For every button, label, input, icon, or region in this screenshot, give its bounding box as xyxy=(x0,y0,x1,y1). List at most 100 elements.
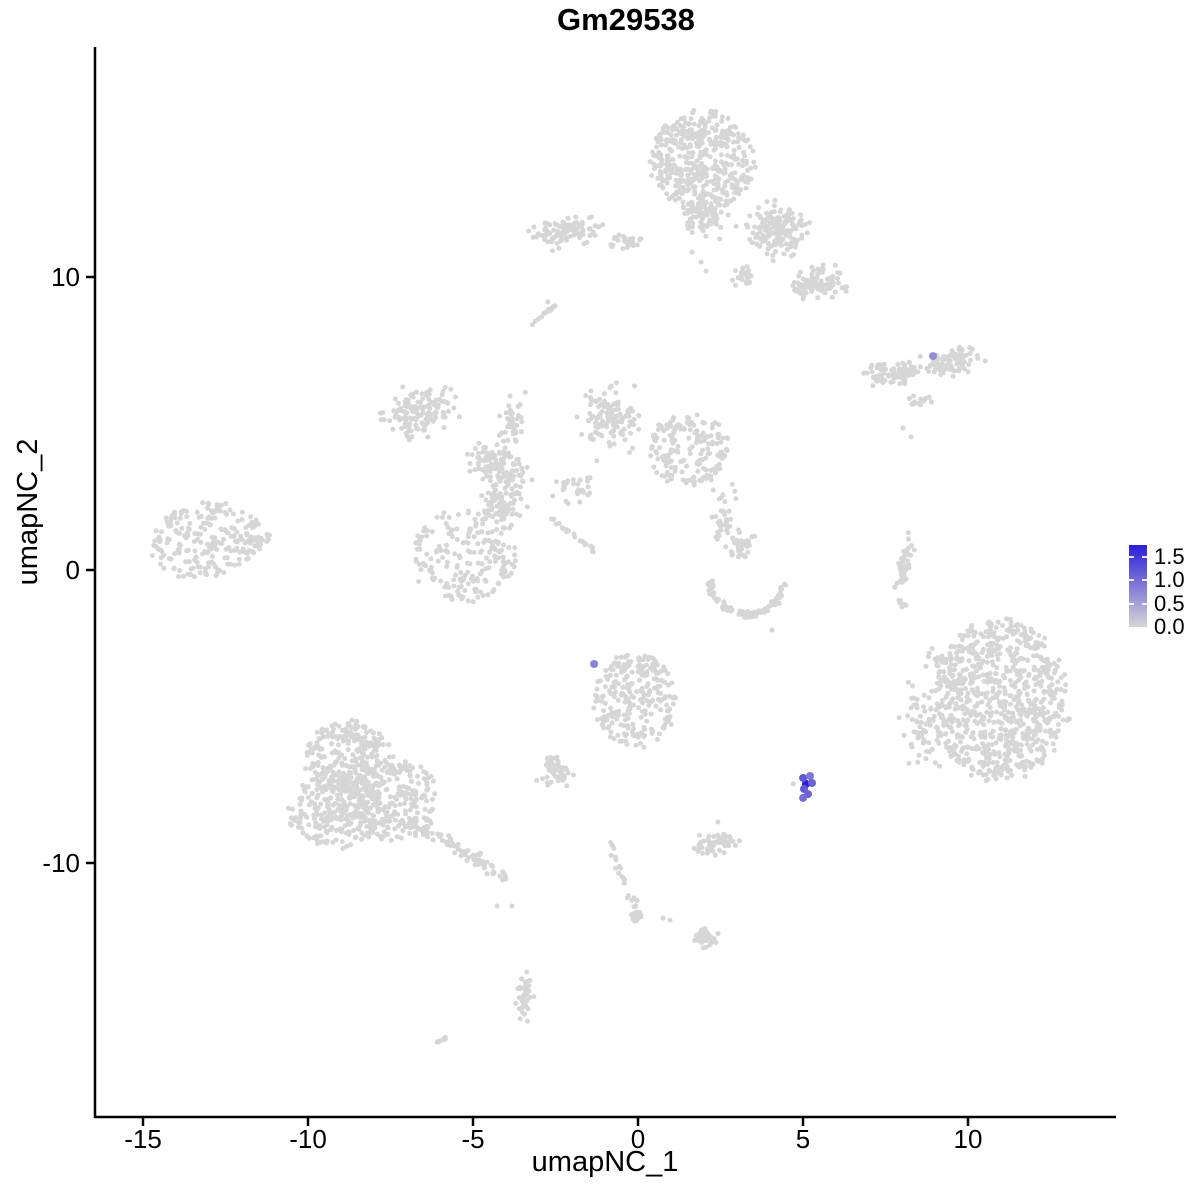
cell-point xyxy=(402,800,408,806)
cell-point xyxy=(989,659,995,665)
cell-point xyxy=(994,652,1000,658)
cell-point xyxy=(673,177,679,183)
cell-point xyxy=(708,204,714,210)
cell-point xyxy=(629,669,635,675)
cell-point xyxy=(712,420,718,426)
cell-point xyxy=(305,794,311,800)
cell-point xyxy=(206,514,212,520)
cell-point xyxy=(419,391,425,397)
cell-point xyxy=(647,688,653,694)
cell-point xyxy=(496,469,502,475)
cell-point xyxy=(896,715,902,721)
cell-point xyxy=(413,815,419,821)
cell-point xyxy=(185,533,191,539)
x-tick-label: -15 xyxy=(124,1124,162,1154)
cell-point xyxy=(897,579,903,585)
cell-point xyxy=(507,500,513,506)
cell-point xyxy=(494,503,500,509)
cell-point xyxy=(556,521,562,526)
cell-point xyxy=(658,170,664,176)
cell-point xyxy=(661,453,667,459)
cell-point xyxy=(746,268,752,274)
cell-point xyxy=(494,527,500,532)
cell-point xyxy=(1056,722,1061,727)
cell-point xyxy=(487,549,492,555)
cell-point xyxy=(554,240,560,246)
cell-point xyxy=(611,736,617,742)
cell-point xyxy=(1025,641,1031,647)
cell-point xyxy=(441,510,447,516)
cell-point xyxy=(1006,750,1012,756)
cell-point xyxy=(529,477,535,483)
cell-point xyxy=(908,741,914,747)
cell-point xyxy=(455,588,461,594)
cell-point xyxy=(1017,671,1023,677)
cell-point xyxy=(733,282,738,288)
cell-point xyxy=(558,238,564,244)
cell-point xyxy=(678,116,684,122)
cell-point xyxy=(755,211,761,217)
cell-point xyxy=(711,147,717,153)
cell-point xyxy=(499,517,504,523)
cell-point xyxy=(618,669,624,675)
cell-point xyxy=(631,416,637,422)
cell-point xyxy=(953,701,959,707)
cell-point xyxy=(328,765,333,771)
cell-point xyxy=(378,775,384,780)
cell-point xyxy=(579,221,585,227)
cell-point xyxy=(736,275,742,281)
cell-point xyxy=(184,514,190,520)
cell-point xyxy=(952,662,958,668)
cell-point xyxy=(403,796,409,802)
cell-point xyxy=(651,676,657,682)
cell-point xyxy=(658,707,664,713)
cell-point xyxy=(991,719,997,725)
cell-point xyxy=(438,1038,444,1043)
cell-point xyxy=(577,477,583,483)
cell-point xyxy=(703,233,709,239)
cell-point xyxy=(326,778,332,784)
cell-point xyxy=(602,398,607,404)
cell-point xyxy=(698,219,704,225)
cell-point xyxy=(1042,728,1048,734)
cell-point xyxy=(364,754,370,760)
cell-point xyxy=(906,545,911,551)
x-tick-label: -5 xyxy=(461,1124,485,1154)
cell-point xyxy=(1007,758,1013,763)
cell-point xyxy=(1033,727,1039,733)
cell-point xyxy=(362,814,368,820)
cell-point xyxy=(745,137,751,143)
cell-point xyxy=(197,570,203,576)
cell-point xyxy=(968,642,974,648)
cell-point xyxy=(956,368,962,374)
cell-point xyxy=(183,559,189,565)
cell-point xyxy=(1039,656,1044,662)
cell-point xyxy=(337,751,342,756)
cell-point xyxy=(500,456,506,462)
cell-point xyxy=(579,431,585,437)
cell-point xyxy=(869,369,875,375)
cell-point xyxy=(409,393,415,399)
cell-point xyxy=(765,604,771,610)
cell-point xyxy=(593,698,599,704)
cell-point xyxy=(341,802,346,808)
cell-point xyxy=(526,988,532,994)
cell-point xyxy=(686,150,692,156)
cell-point xyxy=(1016,698,1022,703)
cell-point xyxy=(340,846,346,851)
cell-point xyxy=(674,126,680,132)
cell-point xyxy=(799,223,805,228)
cell-point xyxy=(688,130,694,136)
cell-point xyxy=(612,660,618,666)
cell-point xyxy=(1036,633,1042,638)
cell-point xyxy=(717,847,722,853)
cell-point xyxy=(527,994,533,1000)
cell-point xyxy=(396,784,402,790)
cell-point xyxy=(494,519,500,525)
cell-point xyxy=(592,233,598,238)
cell-point xyxy=(637,677,643,683)
cell-point xyxy=(981,722,987,728)
cell-point xyxy=(303,766,309,772)
cell-point xyxy=(926,716,932,722)
cell-point xyxy=(603,668,609,673)
